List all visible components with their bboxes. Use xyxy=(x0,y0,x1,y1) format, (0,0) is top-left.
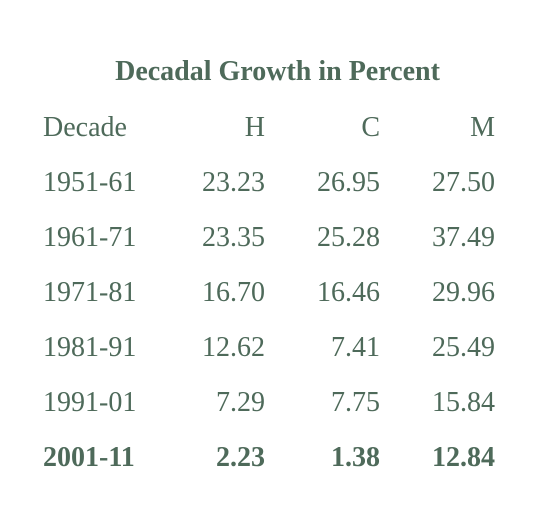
table-row: 1951-61 23.23 26.95 27.50 xyxy=(0,163,555,203)
table-row: 1981-91 12.62 7.41 25.49 xyxy=(0,328,555,368)
cell-m: 15.84 xyxy=(432,387,495,418)
cell-m: 29.96 xyxy=(432,277,495,308)
cell-decade: 1971-81 xyxy=(43,277,137,308)
table-row: 1971-81 16.70 16.46 29.96 xyxy=(0,273,555,313)
cell-h: 12.62 xyxy=(202,332,265,363)
cell-c: 16.46 xyxy=(317,277,380,308)
table-row-highlighted: 2001-11 2.23 1.38 12.84 xyxy=(0,438,555,478)
cell-h: 2.23 xyxy=(216,442,265,473)
header-c: C xyxy=(361,112,380,143)
cell-decade: 1961-71 xyxy=(43,222,137,253)
cell-m: 25.49 xyxy=(432,332,495,363)
cell-decade: 2001-11 xyxy=(43,442,135,473)
table-header-row: Decade H C M xyxy=(0,108,555,148)
table-title: Decadal Growth in Percent xyxy=(115,56,440,87)
cell-c: 26.95 xyxy=(317,167,380,198)
cell-m: 27.50 xyxy=(432,167,495,198)
cell-h: 23.35 xyxy=(202,222,265,253)
header-m: M xyxy=(470,112,495,143)
cell-decade: 1991-01 xyxy=(43,387,137,418)
table-row: 1991-01 7.29 7.75 15.84 xyxy=(0,383,555,423)
header-decade: Decade xyxy=(43,112,127,143)
header-h: H xyxy=(244,112,265,143)
cell-c: 25.28 xyxy=(317,222,380,253)
cell-decade: 1981-91 xyxy=(43,332,137,363)
cell-c: 7.41 xyxy=(331,332,380,363)
cell-m: 37.49 xyxy=(432,222,495,253)
cell-m: 12.84 xyxy=(432,442,495,473)
cell-c: 7.75 xyxy=(331,387,380,418)
table-row: 1961-71 23.35 25.28 37.49 xyxy=(0,218,555,258)
cell-h: 23.23 xyxy=(202,167,265,198)
cell-h: 7.29 xyxy=(216,387,265,418)
cell-decade: 1951-61 xyxy=(43,167,137,198)
cell-c: 1.38 xyxy=(331,442,380,473)
cell-h: 16.70 xyxy=(202,277,265,308)
